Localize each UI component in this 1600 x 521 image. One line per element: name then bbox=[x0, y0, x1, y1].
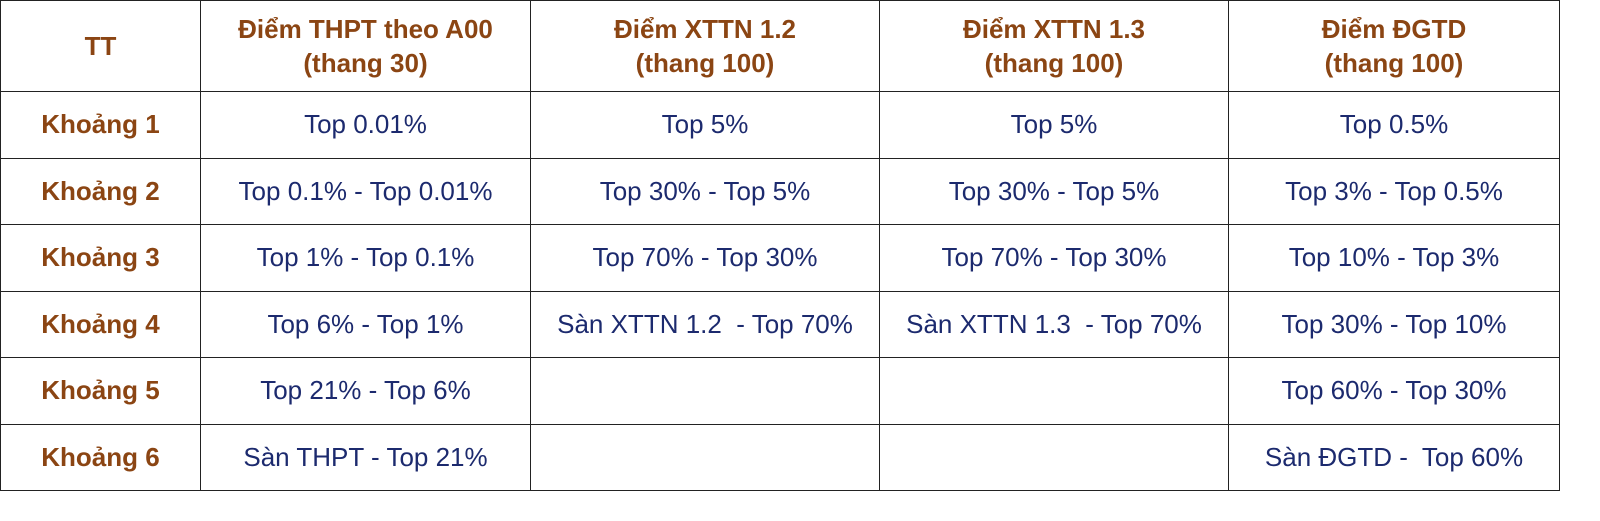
table-cell: Sàn THPT - Top 21% bbox=[200, 423, 531, 491]
table-cell: Top 70% - Top 30% bbox=[879, 224, 1229, 292]
header-text: (thang 100) bbox=[1324, 48, 1464, 78]
header-text: (thang 30) bbox=[303, 48, 428, 78]
header-text: Điểm THPT theo A00 bbox=[238, 14, 493, 44]
header-text: Điểm ĐGTD bbox=[1321, 14, 1467, 44]
table-row: Khoảng 2 Top 0.1% - Top 0.01% Top 30% - To… bbox=[0, 157, 1560, 225]
row-label: Khoảng 5 bbox=[0, 357, 201, 425]
header-cell: Điểm THPT theo A00 (thang 30) bbox=[200, 0, 531, 92]
table-cell: Top 5% bbox=[879, 91, 1229, 159]
table-cell: Top 30% - Top 10% bbox=[1228, 290, 1560, 358]
table-row: Khoảng 5 Top 21% - Top 6% Top 60% - Top 30… bbox=[0, 357, 1560, 425]
table-cell: Top 0.1% - Top 0.01% bbox=[200, 157, 531, 225]
table-cell: Sàn ĐGTD - Top 60% bbox=[1228, 423, 1560, 491]
table: TT Điểm THPT theo A00 (thang 30) Điểm XTTN … bbox=[0, 0, 1560, 491]
table-cell: Top 21% - Top 6% bbox=[200, 357, 531, 425]
header-text: TT bbox=[84, 31, 117, 61]
row-label: Khoảng 2 bbox=[0, 157, 201, 225]
row-label: Khoảng 4 bbox=[0, 290, 201, 358]
header-cell: Điểm ĐGTD (thang 100) bbox=[1228, 0, 1560, 92]
table-body: Khoảng 1 Top 0.01% Top 5% Top 5% Top 0.5% Kho… bbox=[0, 91, 1560, 491]
header-cell: Điểm XTTN 1.2 (thang 100) bbox=[530, 0, 880, 92]
table-cell: Sàn XTTN 1.3 - Top 70% bbox=[879, 290, 1229, 358]
row-label: Khoảng 1 bbox=[0, 91, 201, 159]
table-cell: Top 0.01% bbox=[200, 91, 531, 159]
table-cell bbox=[530, 423, 880, 491]
table-cell bbox=[879, 357, 1229, 425]
table-cell: Top 5% bbox=[530, 91, 880, 159]
header-cell: Điểm XTTN 1.3 (thang 100) bbox=[879, 0, 1229, 92]
table-cell bbox=[530, 357, 880, 425]
table-cell: Top 10% - Top 3% bbox=[1228, 224, 1560, 292]
header-text: Điểm XTTN 1.3 bbox=[962, 14, 1146, 44]
header-text: (thang 100) bbox=[984, 48, 1124, 78]
table-cell: Top 0.5% bbox=[1228, 91, 1560, 159]
table-cell: Top 6% - Top 1% bbox=[200, 290, 531, 358]
table-cell: Top 60% - Top 30% bbox=[1228, 357, 1560, 425]
table-cell: Top 3% - Top 0.5% bbox=[1228, 157, 1560, 225]
table-cell: Top 30% - Top 5% bbox=[879, 157, 1229, 225]
row-label: Khoảng 3 bbox=[0, 224, 201, 292]
table-cell: Top 1% - Top 0.1% bbox=[200, 224, 531, 292]
header-text: Điểm XTTN 1.2 bbox=[613, 14, 797, 44]
table-row: Khoảng 6 Sàn THPT - Top 21% Sàn ĐGTD - Top… bbox=[0, 423, 1560, 491]
table-row: Khoảng 3 Top 1% - Top 0.1% Top 70% - Top 3… bbox=[0, 224, 1560, 292]
row-label: Khoảng 6 bbox=[0, 423, 201, 491]
table-cell: Top 70% - Top 30% bbox=[530, 224, 880, 292]
table-row: Khoảng 1 Top 0.01% Top 5% Top 5% Top 0.5% bbox=[0, 91, 1560, 159]
table-row: Khoảng 4 Top 6% - Top 1% Sàn XTTN 1.2 - To… bbox=[0, 290, 1560, 358]
header-row: TT Điểm THPT theo A00 (thang 30) Điểm XTTN … bbox=[0, 0, 1560, 92]
table-cell bbox=[879, 423, 1229, 491]
header-text: (thang 100) bbox=[635, 48, 775, 78]
table-cell: Top 30% - Top 5% bbox=[530, 157, 880, 225]
table-cell: Sàn XTTN 1.2 - Top 70% bbox=[530, 290, 880, 358]
header-cell: TT bbox=[0, 0, 201, 92]
